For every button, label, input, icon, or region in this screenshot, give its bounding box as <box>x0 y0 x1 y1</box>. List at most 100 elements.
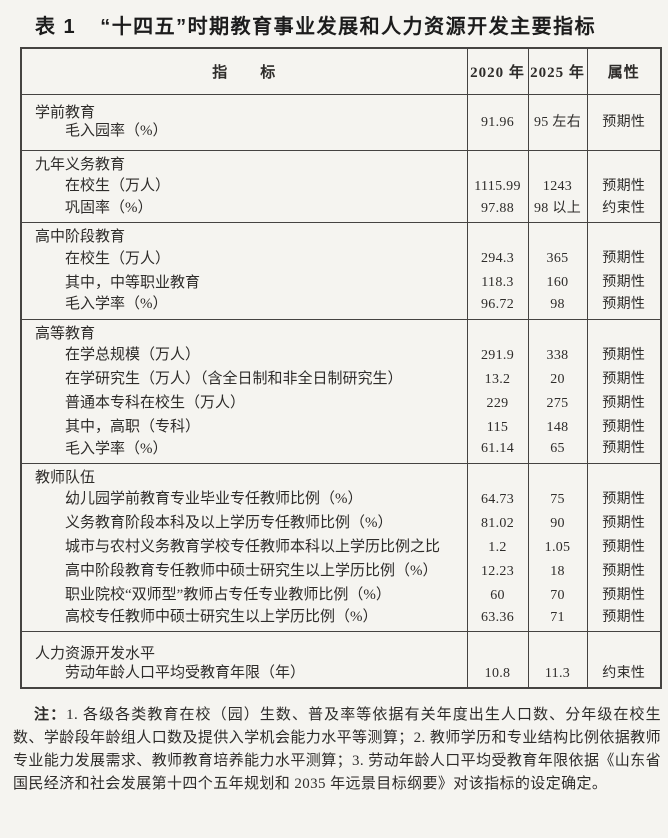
value-2025-cell: 11.3 <box>527 663 587 688</box>
attribute-cell: 预期性 <box>586 94 661 151</box>
value-2025-cell: 20 <box>527 367 587 392</box>
group-label: 高等教育 <box>35 325 96 342</box>
column-header-2025: 2025 年 <box>527 48 587 95</box>
group-label: 教师队伍 <box>35 469 96 486</box>
attribute-cell: 预期性 <box>586 559 661 584</box>
value-2025-cell: 71 <box>527 607 587 632</box>
value-2020-cell: 118.3 <box>466 271 528 295</box>
value-2025-cell: 98 <box>527 295 587 319</box>
table-row: 在校生（万人） 294.3 365 预期性 <box>21 247 661 271</box>
empty-cell <box>466 222 528 247</box>
value-2025-cell: 98 以上 <box>527 198 587 223</box>
indicator-label: 幼儿园学前教育专业毕业专任教师比例（%） <box>65 491 363 508</box>
group-label: 人力资源开发水平 <box>35 646 156 662</box>
value-2020-cell: 96.72 <box>466 295 528 319</box>
attribute-cell: 约束性 <box>586 198 661 223</box>
empty-cell <box>586 631 661 664</box>
table-row: 人力资源开发水平 <box>21 631 661 664</box>
attribute-cell: 预期性 <box>586 487 661 512</box>
indicator-label: 普通本专科在校生（万人） <box>65 394 246 411</box>
value-2020-cell: 63.36 <box>466 607 528 632</box>
table-row: 在校生（万人） 1115.99 1243 预期性 <box>21 174 661 199</box>
value-2025-cell: 70 <box>527 583 587 608</box>
table-row: 学前教育 91.96 95 左右 预期性 <box>21 94 661 151</box>
table-row: 幼儿园学前教育专业毕业专任教师比例（%） 64.73 75 预期性 <box>21 487 661 512</box>
indicator-label: 在校生（万人） <box>65 250 171 267</box>
value-2020-cell: 61.14 <box>466 439 528 464</box>
value-2020-cell: 115 <box>466 415 528 440</box>
value-2020-cell: 60 <box>466 583 528 608</box>
group-label: 学前教育 <box>35 104 96 121</box>
value-2025-cell: 95 左右 <box>527 94 587 151</box>
table-row: 高中阶段教育专任教师中硕士研究生以上学历比例（%） 12.23 18 预期性 <box>21 559 661 584</box>
section-senior-secondary-education: 高中阶段教育 在校生（万人） 294.3 365 预期性 其中，中等职业教育 1… <box>21 222 661 319</box>
value-2025-cell: 90 <box>527 511 587 536</box>
section-human-resources-development: 人力资源开发水平 劳动年龄人口平均受教育年限（年） 10.8 11.3 约束性 <box>21 631 661 688</box>
table-row: 城市与农村义务教育学校专任教师本科以上学历比例之比 1.2 1.05 预期性 <box>21 535 661 560</box>
value-2025-cell: 18 <box>527 559 587 584</box>
attribute-cell: 预期性 <box>586 607 661 632</box>
attribute-cell: 预期性 <box>586 535 661 560</box>
indicator-label: 城市与农村义务教育学校专任教师本科以上学历比例之比 <box>65 539 441 556</box>
indicator-label: 毛入学率（%） <box>65 440 168 457</box>
section-higher-education: 高等教育 在学总规模（万人） 291.9 338 预期性 在学研究生（万人）（含… <box>21 319 661 464</box>
value-2020-cell: 1.2 <box>466 535 528 560</box>
value-2025-cell: 1.05 <box>527 535 587 560</box>
empty-cell <box>586 463 661 488</box>
indicator-label: 其中，高职（专科） <box>65 418 201 435</box>
table-row: 高校专任教师中硕士研究生以上学历比例（%） 63.36 71 预期性 <box>21 607 661 632</box>
table-row: 在学总规模（万人） 291.9 338 预期性 <box>21 343 661 368</box>
value-2025-cell: 1243 <box>527 174 587 199</box>
empty-cell <box>527 631 587 664</box>
attribute-cell: 预期性 <box>586 343 661 368</box>
column-header-indicator: 指 标 <box>21 48 467 95</box>
empty-cell <box>527 319 587 344</box>
indicator-label: 高中阶段教育专任教师中硕士研究生以上学历比例（%） <box>65 563 438 580</box>
value-2025-cell: 75 <box>527 487 587 512</box>
value-2020-cell: 10.8 <box>466 663 528 688</box>
attribute-cell: 预期性 <box>586 367 661 392</box>
section-preschool-education: 学前教育 91.96 95 左右 预期性 毛入园率（%） <box>21 94 661 151</box>
table-title: 表 1 “十四五”时期教育事业发展和人力资源开发主要指标 <box>35 10 658 39</box>
empty-cell <box>466 463 528 488</box>
column-header-2020: 2020 年 <box>466 48 528 95</box>
empty-cell <box>527 222 587 247</box>
empty-cell <box>527 150 587 175</box>
empty-cell <box>466 150 528 175</box>
group-label: 九年义务教育 <box>35 157 126 173</box>
attribute-cell: 预期性 <box>586 295 661 319</box>
indicator-label: 在学研究生（万人）（含全日制和非全日制研究生） <box>65 370 403 387</box>
indicators-table: 指 标 2020 年 2025 年 属性 学前教育 91.96 95 左右 预期… <box>20 47 662 689</box>
table-row: 九年义务教育 <box>21 150 661 175</box>
attribute-cell: 预期性 <box>586 271 661 295</box>
indicator-label: 毛入学率（%） <box>65 296 168 313</box>
footnote-text: 1. 各级各类教育在校（园）生数、普及率等依据有关年度出生人口数、分年级在校生数… <box>13 706 661 792</box>
table-row: 毛入学率（%） 61.14 65 预期性 <box>21 439 661 464</box>
table-footnotes: 注：1. 各级各类教育在校（园）生数、普及率等依据有关年度出生人口数、分年级在校… <box>13 704 661 796</box>
table-row: 高等教育 <box>21 319 661 344</box>
table-row: 劳动年龄人口平均受教育年限（年） 10.8 11.3 约束性 <box>21 663 661 688</box>
table-row: 毛入学率（%） 96.72 98 预期性 <box>21 295 661 319</box>
table-row: 毛入园率（%） <box>21 122 661 150</box>
indicator-label: 在校生（万人） <box>65 178 171 195</box>
empty-cell <box>527 463 587 488</box>
footnote-label: 注： <box>34 706 67 723</box>
value-2020-cell: 13.2 <box>466 367 528 392</box>
value-2025-cell: 65 <box>527 439 587 464</box>
table-row: 在学研究生（万人）（含全日制和非全日制研究生） 13.2 20 预期性 <box>21 367 661 392</box>
table-row: 职业院校“双师型”教师占专任专业教师比例（%） 60 70 预期性 <box>21 583 661 608</box>
attribute-cell: 预期性 <box>586 174 661 199</box>
table-header-row: 指 标 2020 年 2025 年 属性 <box>21 48 661 95</box>
indicator-label: 在学总规模（万人） <box>65 346 201 363</box>
value-2025-cell: 338 <box>527 343 587 368</box>
table-row: 义务教育阶段本科及以上学历专任教师比例（%） 81.02 90 预期性 <box>21 511 661 536</box>
table-row: 巩固率（%） 97.88 98 以上 约束性 <box>21 198 661 223</box>
value-2020-cell: 12.23 <box>466 559 528 584</box>
attribute-cell: 预期性 <box>586 583 661 608</box>
empty-cell <box>466 631 528 664</box>
table-row: 其中，中等职业教育 118.3 160 预期性 <box>21 271 661 295</box>
column-header-attribute: 属性 <box>586 48 661 95</box>
table-number: 表 1 <box>35 16 77 38</box>
empty-cell <box>586 222 661 247</box>
indicator-label: 劳动年龄人口平均受教育年限（年） <box>65 664 306 681</box>
